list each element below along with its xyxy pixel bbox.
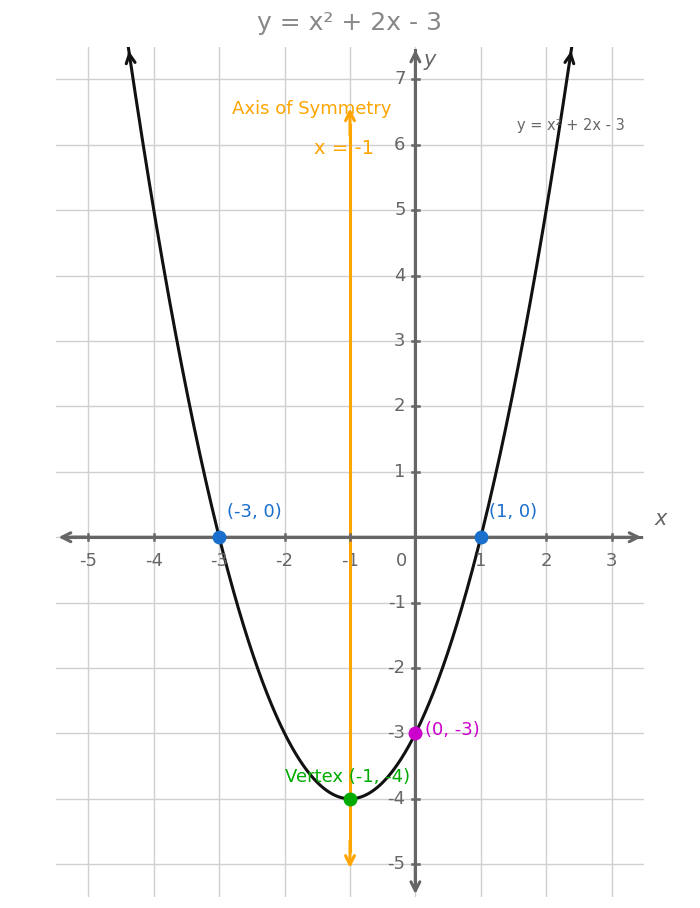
Text: 2: 2 — [540, 552, 552, 569]
Title: y = x² + 2x - 3: y = x² + 2x - 3 — [258, 11, 442, 35]
Text: 3: 3 — [606, 552, 617, 569]
Text: (-3, 0): (-3, 0) — [227, 503, 282, 521]
Text: 7: 7 — [394, 71, 405, 88]
Text: 4: 4 — [394, 267, 405, 284]
Text: -3: -3 — [210, 552, 228, 569]
Text: x = -1: x = -1 — [314, 139, 374, 158]
Text: 2: 2 — [394, 398, 405, 416]
Text: -5: -5 — [388, 855, 405, 873]
Text: -4: -4 — [388, 790, 405, 808]
Text: y: y — [424, 50, 435, 70]
Text: -5: -5 — [79, 552, 97, 569]
Text: 6: 6 — [394, 136, 405, 153]
Text: 5: 5 — [394, 202, 405, 219]
Text: -4: -4 — [145, 552, 163, 569]
Text: -1: -1 — [388, 594, 405, 612]
Text: x: x — [654, 508, 666, 529]
Text: 1: 1 — [394, 463, 405, 481]
Text: (1, 0): (1, 0) — [489, 503, 537, 521]
Text: (0, -3): (0, -3) — [425, 721, 480, 739]
Text: Axis of Symmetry: Axis of Symmetry — [232, 100, 392, 118]
Text: 1: 1 — [475, 552, 486, 569]
Text: -2: -2 — [276, 552, 293, 569]
Text: y = x² + 2x - 3: y = x² + 2x - 3 — [517, 118, 624, 133]
Text: -2: -2 — [388, 659, 405, 677]
Text: -3: -3 — [388, 725, 405, 743]
Text: -1: -1 — [341, 552, 359, 569]
Text: 3: 3 — [394, 332, 405, 350]
Text: 0: 0 — [396, 552, 407, 569]
Text: Vertex (-1, -4): Vertex (-1, -4) — [285, 768, 410, 785]
